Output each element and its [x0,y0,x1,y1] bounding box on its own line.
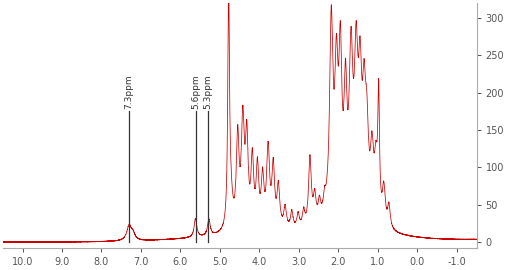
Text: 7.3ppm: 7.3ppm [125,75,134,109]
Text: 5.6ppm: 5.6ppm [192,75,201,109]
Text: 5.3ppm: 5.3ppm [204,75,212,109]
